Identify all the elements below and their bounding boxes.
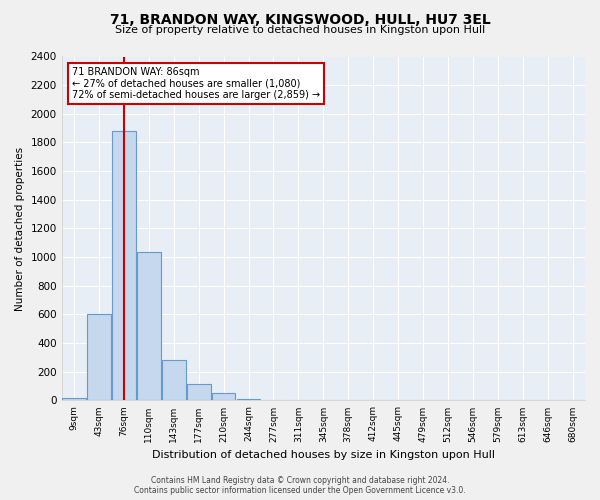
Bar <box>162 360 185 401</box>
Bar <box>187 384 211 400</box>
Bar <box>137 252 161 400</box>
Text: 71, BRANDON WAY, KINGSWOOD, HULL, HU7 3EL: 71, BRANDON WAY, KINGSWOOD, HULL, HU7 3E… <box>110 12 490 26</box>
Text: Size of property relative to detached houses in Kingston upon Hull: Size of property relative to detached ho… <box>115 25 485 35</box>
Y-axis label: Number of detached properties: Number of detached properties <box>15 146 25 310</box>
Bar <box>62 398 86 400</box>
Bar <box>112 131 136 400</box>
Bar <box>237 399 260 400</box>
Text: Contains HM Land Registry data © Crown copyright and database right 2024.
Contai: Contains HM Land Registry data © Crown c… <box>134 476 466 495</box>
X-axis label: Distribution of detached houses by size in Kingston upon Hull: Distribution of detached houses by size … <box>152 450 495 460</box>
Bar <box>212 394 235 400</box>
Text: 71 BRANDON WAY: 86sqm
← 27% of detached houses are smaller (1,080)
72% of semi-d: 71 BRANDON WAY: 86sqm ← 27% of detached … <box>72 67 320 100</box>
Bar <box>87 314 111 400</box>
